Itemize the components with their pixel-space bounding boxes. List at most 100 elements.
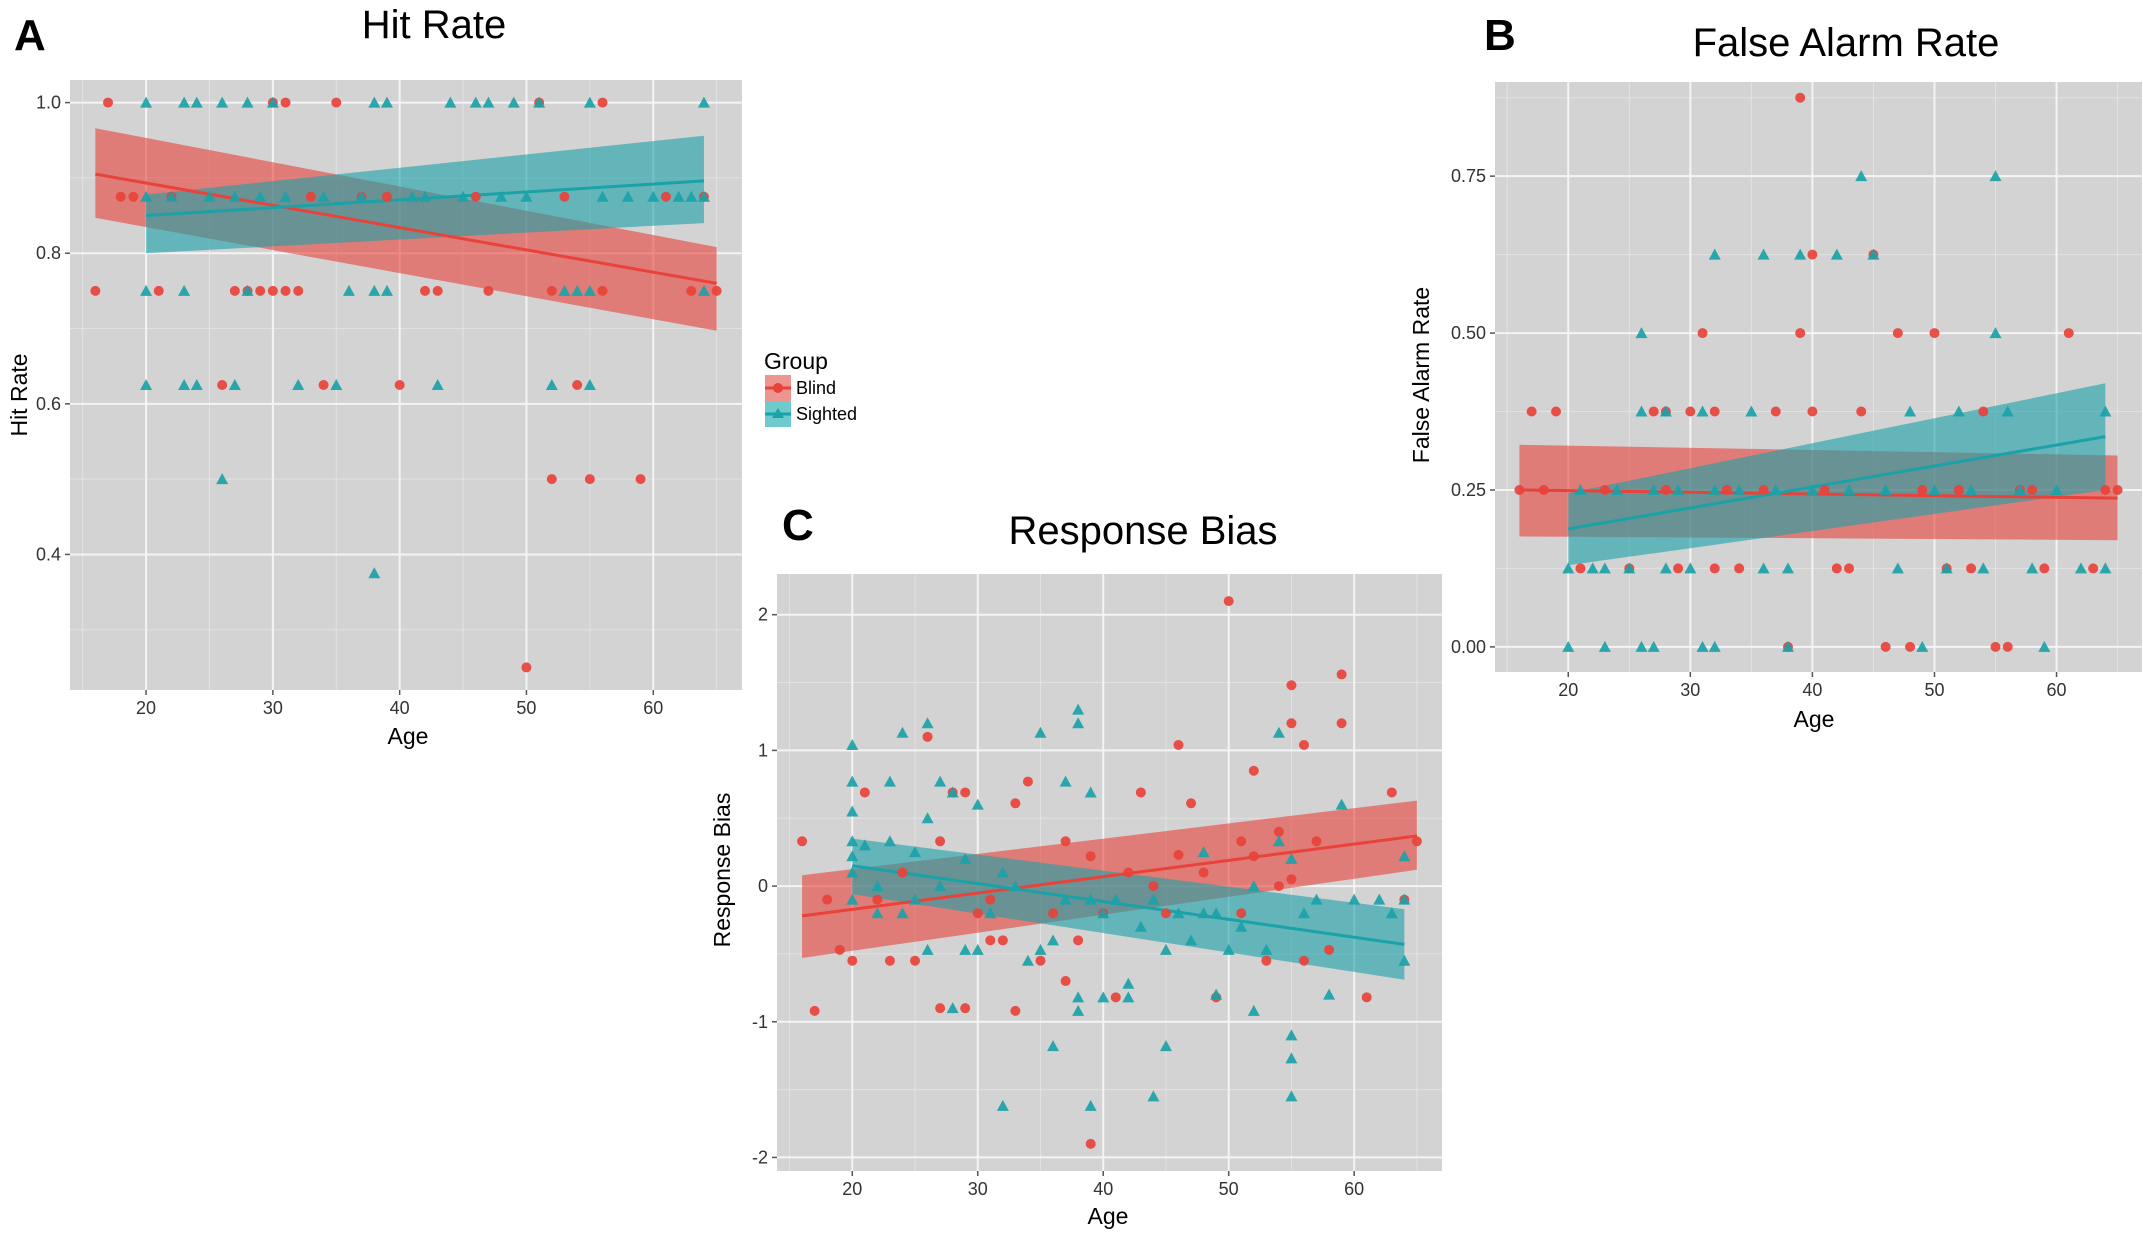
data-point-blind: [1929, 328, 1940, 339]
data-point-sighted: [431, 379, 444, 390]
data-point-sighted: [946, 1002, 959, 1014]
data-point-sighted: [495, 190, 508, 202]
data-point-sighted: [545, 379, 558, 390]
data-point-sighted: [1965, 483, 1978, 495]
data-point-sighted: [380, 96, 393, 108]
data-point-sighted: [996, 1099, 1009, 1111]
data-point-sighted: [140, 284, 153, 296]
y-tick-label: 0: [758, 876, 768, 896]
data-point-sighted: [1989, 170, 2002, 182]
data-point-sighted: [1072, 991, 1085, 1003]
data-point-blind: [597, 285, 608, 296]
data-point-sighted: [457, 190, 470, 202]
data-point-blind: [1758, 484, 1769, 495]
data-point-blind: [1978, 406, 1989, 417]
data-point-blind: [217, 380, 228, 390]
legend-label-blind: Blind: [796, 378, 836, 398]
data-point-blind: [1298, 739, 1309, 750]
data-point-sighted: [846, 805, 859, 817]
data-point-blind: [1685, 406, 1696, 417]
data-point-blind: [711, 285, 722, 296]
legend: Group Blind Sighted: [764, 348, 857, 427]
data-point-blind: [381, 191, 392, 202]
data-point-sighted: [2099, 562, 2112, 574]
data-point-sighted: [342, 284, 355, 296]
legend-title: Group: [764, 348, 828, 374]
data-point-sighted: [883, 835, 896, 847]
data-point-sighted: [1879, 483, 1892, 495]
data-point-sighted: [697, 190, 710, 202]
data-point-sighted: [1647, 483, 1660, 495]
data-point-sighted: [1159, 943, 1172, 955]
data-point-sighted: [1172, 907, 1185, 919]
data-point-blind: [1223, 596, 1234, 607]
data-point-blind: [293, 285, 304, 296]
data-point-sighted: [1708, 483, 1721, 495]
x-tick-label: 30: [968, 1179, 988, 1199]
data-point-sighted: [1059, 775, 1072, 787]
data-point-blind: [1551, 406, 1562, 417]
data-point-sighted: [909, 893, 922, 905]
data-point-blind: [1160, 908, 1171, 919]
y-tick-label: 1: [758, 740, 768, 760]
data-point-sighted: [934, 775, 947, 787]
data-point-sighted: [1021, 954, 1034, 966]
data-point-sighted: [241, 96, 254, 108]
data-point-sighted: [178, 96, 191, 108]
data-point-blind: [1795, 328, 1806, 339]
x-tick-label: 60: [2047, 680, 2067, 700]
data-point-sighted: [1147, 1090, 1160, 1102]
data-point-sighted: [1623, 562, 1636, 574]
data-point-sighted: [971, 943, 984, 955]
data-point-sighted: [2099, 405, 2112, 417]
data-point-sighted: [1781, 562, 1794, 574]
panel-b: B False Alarm Rate Age False Alarm Rate …: [1408, 11, 2142, 732]
data-point-sighted: [279, 190, 292, 202]
data-point-blind: [1411, 836, 1422, 847]
data-point-sighted: [871, 880, 884, 892]
data-point-sighted: [909, 846, 922, 858]
data-point-sighted: [672, 190, 685, 202]
panel-a: A Hit Rate Age Hit Rate 20 30 40 50 60 0.4 0.6…: [6, 3, 742, 749]
data-point-sighted: [330, 379, 343, 390]
data-point-blind: [1110, 992, 1121, 1003]
data-point-blind: [1073, 935, 1084, 946]
data-point-blind: [1526, 406, 1537, 417]
data-point-blind: [1807, 249, 1818, 260]
data-point-sighted: [1122, 991, 1135, 1003]
y-tick-label: 0.4: [36, 544, 61, 564]
data-point-sighted: [896, 907, 909, 919]
data-point-sighted: [846, 835, 859, 847]
data-point-sighted: [558, 284, 571, 296]
y-tick-label: 2: [758, 605, 768, 625]
y-tick-label: 1.0: [36, 93, 61, 113]
data-point-blind: [1807, 406, 1818, 417]
data-point-blind: [2002, 641, 2013, 652]
panel-c-ylabel: Response Bias: [709, 793, 735, 948]
data-point-blind: [1198, 867, 1209, 878]
data-point-sighted: [1260, 943, 1273, 955]
data-point-sighted: [533, 96, 546, 108]
data-point-sighted: [1047, 1040, 1060, 1052]
data-point-sighted: [1297, 907, 1310, 919]
data-point-sighted: [216, 473, 229, 485]
data-point-sighted: [846, 850, 859, 862]
x-tick-label: 50: [1924, 680, 1944, 700]
data-point-sighted: [1009, 880, 1022, 892]
data-point-sighted: [1611, 483, 1624, 495]
data-point-sighted: [1635, 327, 1648, 339]
data-point-sighted: [571, 284, 584, 296]
data-point-blind: [2063, 328, 2074, 339]
data-point-sighted: [1830, 248, 1843, 260]
data-point-sighted: [685, 190, 698, 202]
data-point-sighted: [507, 96, 520, 108]
data-point-sighted: [1733, 483, 1746, 495]
data-point-sighted: [1285, 1052, 1298, 1064]
data-point-sighted: [1672, 483, 1685, 495]
data-point-blind: [635, 474, 646, 485]
fit-line-blind: [95, 172, 717, 285]
x-tick-label: 40: [390, 698, 410, 718]
data-point-blind: [960, 1003, 971, 1014]
data-point-sighted: [921, 717, 934, 729]
data-point-sighted: [596, 190, 609, 202]
